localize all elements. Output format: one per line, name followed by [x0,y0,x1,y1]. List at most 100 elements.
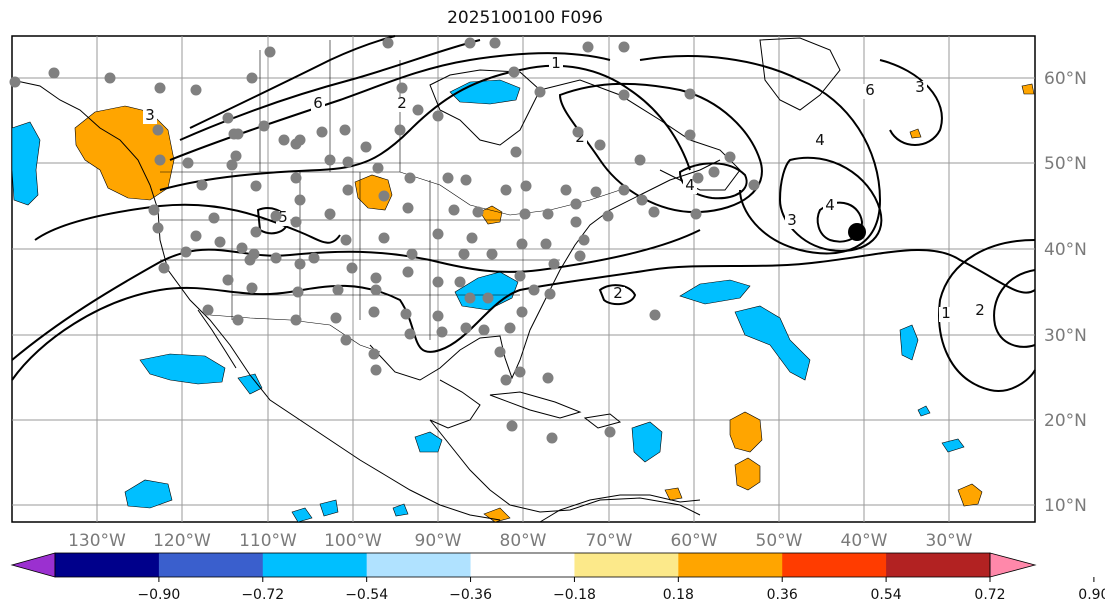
station-marker [582,41,594,53]
station-marker [330,312,342,324]
station-marker [294,194,306,206]
station-marker [152,124,164,136]
orange-patch-small-2 [909,128,922,139]
colorbar-tick-labels: −0.90 −0.72 −0.54 −0.36 −0.18 0.18 0.36 0.54 0.7… [137,577,1105,603]
lat-tick-label: 30°N [1044,326,1087,346]
station-marker [534,86,546,98]
station-markers [9,37,760,444]
station-marker [290,172,302,184]
lon-tick-label: 40°W [841,531,888,551]
blue-patch-pacific-mex-2 [237,373,263,395]
colorbar-segment [678,553,783,577]
station-marker [544,288,556,300]
station-marker [148,204,160,216]
station-marker [442,172,454,184]
station-marker [404,172,416,184]
contour-line [189,35,396,129]
contour-label: 4 [815,131,825,149]
blue-patch-pac-small-3 [392,503,409,517]
station-marker [222,274,234,286]
lon-tick-label: 50°W [756,531,803,551]
colorbar-segment [470,553,575,577]
station-marker [540,238,552,250]
station-marker [634,154,646,166]
station-marker [486,248,498,260]
coast-hispaniola [583,413,622,429]
lon-tick-label: 30°W [926,531,973,551]
station-marker [692,172,704,184]
storm-center-marker [848,223,866,241]
station-marker [154,82,166,94]
station-marker [342,156,354,168]
colorbar-extend-high [989,552,1037,578]
station-marker [684,129,696,141]
station-marker [246,282,258,294]
station-marker [202,304,214,316]
station-marker [332,284,344,296]
station-marker [190,84,202,96]
station-marker [458,248,470,260]
lon-tick-label: 130°W [68,531,126,551]
colorbar-segment [55,553,160,577]
contour-line [879,59,943,146]
station-marker [690,208,702,220]
colorbar-tick-label: 0.18 [663,587,694,603]
blue-patch-atl-small-2 [917,405,931,417]
lon-tick-label: 90°W [415,531,462,551]
station-marker [724,151,736,163]
station-marker [528,284,540,296]
blue-patch-pacific-west [11,121,41,206]
station-marker [244,254,256,266]
station-marker [232,314,244,326]
contour-line [11,229,701,361]
lon-tick-label: 60°W [671,531,718,551]
station-marker [464,292,476,304]
station-marker [466,232,478,244]
blue-patch-hudson [449,79,521,105]
station-marker [516,238,528,250]
station-marker [246,72,258,84]
colorbar-tick-label: −0.90 [137,587,180,603]
blue-patch-atl-small [941,438,965,453]
station-marker [570,216,582,228]
contour-line [34,203,341,244]
station-marker [516,306,528,318]
coast-central-am [429,419,701,516]
station-marker [520,180,532,192]
contour-label: 1 [941,304,951,322]
station-marker [708,166,720,178]
station-marker [548,258,560,270]
contour-line [558,82,763,214]
blue-patch-caribbean [631,421,663,463]
colorbar-segment [262,553,368,577]
station-marker [372,162,384,174]
lat-tick-label: 60°N [1044,69,1087,89]
station-marker [250,180,262,192]
station-marker [154,154,166,166]
station-marker [454,276,466,288]
colorbar-tick-label: 0.36 [767,587,798,603]
station-marker [546,432,558,444]
station-marker [472,206,484,218]
coast-us-west [157,209,501,521]
station-marker [9,76,21,88]
station-marker [432,310,444,322]
station-marker [222,112,234,124]
station-marker [602,210,614,222]
station-marker [508,66,520,78]
station-marker [504,322,516,334]
contour-label: 3 [145,106,155,124]
station-marker [340,234,352,246]
contour-label: 4 [685,176,695,194]
station-marker [514,270,526,282]
colorbar-extend-low [10,552,56,578]
station-marker [636,194,648,206]
station-marker [519,208,531,220]
station-marker [436,326,448,338]
station-marker [618,89,630,101]
blue-patch-atlantic [734,305,811,381]
colorbar-tick-label: −0.72 [241,587,284,603]
station-marker [368,348,380,360]
station-marker [196,179,208,191]
